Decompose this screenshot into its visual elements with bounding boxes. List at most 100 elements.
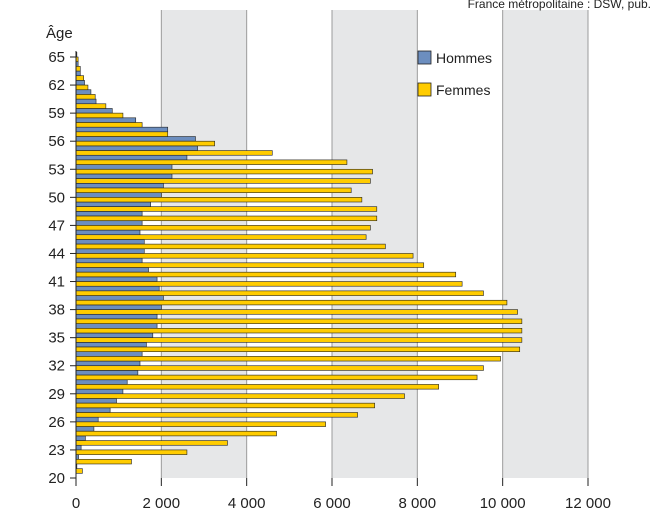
bar-femmes-age-60 [75,103,107,109]
bar-femmes-age-21 [75,468,83,474]
bar-hommes-age-29 [75,388,124,395]
bar-femmes-age-59 [75,112,124,119]
bar-hommes-age-34 [75,342,147,348]
x-tick-label: 4 000 [228,495,266,512]
bar-femmes-age-62 [75,84,89,91]
x-ticks: 0 2 000 4 000 6 000 8 000 10 000 12 000 [72,478,611,512]
bar-hommes-age-59 [75,108,113,114]
bar-hommes-age-51 [75,183,164,189]
bar-hommes-age-43 [75,257,143,264]
y-tick-label: 47 [48,217,65,234]
bar-femmes-age-51 [75,187,352,193]
bar-hommes-age-24 [75,435,86,441]
y-tick-label: 44 [48,245,65,262]
bar-femmes-age-25 [75,430,277,437]
bar-hommes-age-27 [75,407,111,413]
bar-hommes-age-47 [75,220,143,226]
bar-hommes-age-30 [75,379,128,385]
bars [75,52,523,474]
bar-hommes-age-37 [75,313,158,320]
bar-femmes-age-40 [75,290,484,296]
y-ticks: 20 23 26 29 32 35 38 41 44 47 50 53 56 59 62 65 [48,49,76,487]
bar-femmes-age-38 [75,309,518,315]
x-tick-label: 8 000 [399,495,437,512]
bar-femmes-age-22 [75,458,132,465]
bar-hommes-age-58 [75,117,137,123]
bar-hommes-age-25 [75,426,95,432]
y-axis-label: Âge [46,25,73,42]
legend-label-femmes: Femmes [436,82,490,98]
y-tick-label: 35 [48,330,65,347]
bar-hommes-age-31 [75,370,139,376]
source-note: France métropolitaine : DSW, pub. [468,0,651,11]
bar-femmes-age-42 [75,271,457,278]
bar-hommes-age-52 [75,173,173,179]
gridlines [160,10,589,478]
bar-hommes-age-28 [75,398,117,404]
bar-hommes-age-56 [75,136,196,142]
legend: Hommes Femmes [417,50,492,98]
bar-femmes-age-37 [75,318,523,324]
bar-hommes-age-50 [75,192,162,198]
x-tick-label: 6 000 [313,495,351,512]
bar-hommes-age-36 [75,323,158,329]
bar-hommes-age-62 [75,80,85,86]
bar-hommes-age-35 [75,332,154,338]
bar-hommes-age-55 [75,145,198,151]
x-tick-label: 2 000 [143,495,181,512]
y-tick-label: 59 [48,105,65,122]
y-tick-label: 20 [48,470,65,487]
legend-swatch-femmes [417,82,432,97]
bar-hommes-age-39 [75,295,164,301]
bar-hommes-age-57 [75,126,169,133]
x-tick-label: 12 000 [565,495,611,512]
y-tick-label: 50 [48,189,65,206]
bar-femmes-age-46 [75,234,367,240]
bar-femmes-age-27 [75,412,358,418]
bar-hommes-age-32 [75,360,141,367]
bar-femmes-age-50 [75,197,363,203]
bar-femmes-age-32 [75,365,484,371]
bar-femmes-age-39 [75,299,508,306]
bar-femmes-age-31 [75,374,478,381]
bar-hommes-age-53 [75,164,173,170]
bar-hommes-age-45 [75,239,145,245]
y-tick-label: 38 [48,302,65,319]
y-tick-label: 62 [48,77,65,94]
bar-femmes-age-52 [75,178,371,184]
y-tick-label: 56 [48,133,65,150]
bar-femmes-age-41 [75,281,463,287]
bar-femmes-age-24 [75,440,228,446]
y-tick-label: 23 [48,442,65,459]
bar-hommes-age-42 [75,267,149,273]
bar-femmes-age-55 [75,150,273,156]
y-tick-label: 41 [48,274,65,291]
y-tick-label: 26 [48,414,65,431]
bar-hommes-age-49 [75,201,151,207]
y-tick-label: 65 [48,49,65,66]
bar-femmes-age-30 [75,384,439,390]
bar-femmes-age-56 [75,140,215,147]
y-tick-label: 32 [48,358,65,375]
bar-femmes-age-57 [75,131,169,137]
bar-hommes-age-48 [75,211,143,217]
bar-hommes-age-54 [75,154,188,161]
bar-femmes-age-34 [75,346,521,352]
bar-femmes-age-54 [75,159,348,165]
bar-femmes-age-26 [75,421,326,427]
bar-femmes-age-36 [75,328,523,334]
bar-femmes-age-61 [75,94,96,100]
bar-femmes-age-47 [75,225,371,231]
bar-hommes-age-46 [75,229,141,236]
bar-hommes-age-40 [75,285,160,292]
bar-femmes-age-28 [75,402,375,409]
background-band [502,10,588,478]
bar-hommes-age-61 [75,89,92,95]
bar-hommes-age-63 [75,70,81,77]
bar-femmes-age-33 [75,356,501,362]
x-tick-label: 10 000 [480,495,526,512]
bar-hommes-age-44 [75,248,145,254]
bar-femmes-age-63 [75,75,84,81]
bar-hommes-age-41 [75,276,158,282]
